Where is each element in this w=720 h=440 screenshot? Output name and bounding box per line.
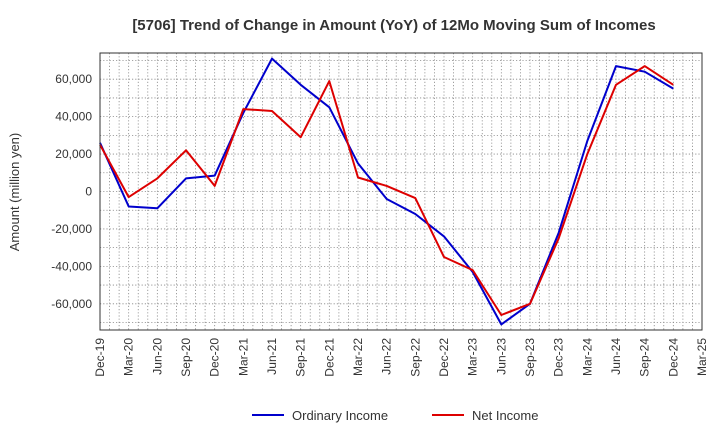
x-tick-label: Dec-19 [93,338,107,377]
x-tick-label: Sep-24 [638,338,652,377]
y-tick-labels: 60,000 40,000 20,000 0 -20,000 -40,000 -60,000 [51,72,92,311]
grid [100,53,702,330]
series-line-net-income [99,65,674,316]
y-tick-label: 60,000 [55,72,92,86]
y-tick-label: -60,000 [51,297,92,311]
series-layer [99,57,674,326]
x-tick-label: Dec-23 [552,338,566,377]
x-tick-label: Sep-20 [179,338,193,377]
x-tick-label: Dec-24 [666,338,680,377]
x-tick-label: Dec-20 [208,338,222,377]
legend: Ordinary Income Net Income [252,408,538,423]
y-tick-label: 0 [85,185,92,199]
y-tick-label: 40,000 [55,110,92,124]
y-tick-label: 20,000 [55,147,92,161]
legend-label: Net Income [472,408,538,423]
x-tick-label: Jun-22 [380,338,394,375]
plot-frame [99,52,703,331]
x-tick-label: Jun-20 [150,338,164,375]
x-tick-label: Sep-22 [408,338,422,377]
x-tick-label: Dec-21 [322,338,336,377]
x-tick-label: Jun-23 [494,338,508,375]
y-axis-label: Amount (million yen) [7,133,22,252]
x-tick-label: Sep-21 [294,338,308,377]
x-tick-label: Mar-20 [122,338,136,376]
x-tick-label: Jun-24 [609,338,623,375]
x-tick-label: Dec-22 [437,338,451,377]
chart-title: [5706] Trend of Change in Amount (YoY) o… [132,17,655,34]
x-tick-label: Mar-25 [695,338,709,376]
y-tick-label: -40,000 [51,259,92,273]
legend-label: Ordinary Income [292,408,388,423]
series-line-ordinary-income [99,57,674,326]
x-tick-label: Mar-23 [466,338,480,376]
y-tick-label: -20,000 [51,222,92,236]
x-tick-label: Mar-24 [580,338,594,376]
x-tick-label: Sep-23 [523,338,537,377]
x-tick-label: Mar-21 [236,338,250,376]
x-tick-labels: Dec-19 Mar-20 Jun-20 Sep-20 Dec-20 Mar-21 Jun-… [93,338,709,377]
x-tick-label: Mar-22 [351,338,365,376]
x-tick-label: Jun-21 [265,338,279,375]
